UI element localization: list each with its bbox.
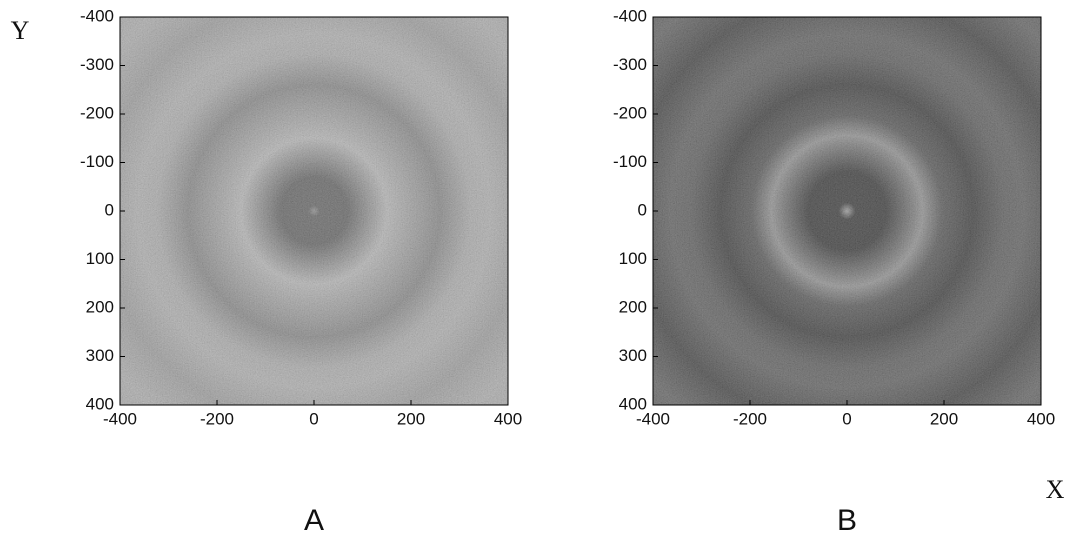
- y-tick-label: -300: [80, 55, 114, 74]
- y-tick-label: -300: [613, 55, 647, 74]
- x-tick-label: 200: [397, 409, 425, 428]
- y-tick-label: 100: [619, 249, 647, 268]
- y-tick-label: -400: [613, 6, 647, 25]
- panel-label: A: [304, 504, 324, 537]
- x-tick-label: -400: [103, 409, 137, 428]
- y-tick-label: 400: [619, 394, 647, 413]
- y-tick-label: -200: [613, 103, 647, 122]
- y-tick-label: 300: [86, 346, 114, 365]
- y-tick-label: 0: [638, 200, 647, 219]
- x-tick-label: 200: [930, 409, 958, 428]
- y-tick-label: 0: [105, 200, 114, 219]
- x-tick-label: -400: [636, 409, 670, 428]
- x-axis-label: X: [1046, 475, 1065, 504]
- y-tick-label: 300: [619, 346, 647, 365]
- y-tick-label: 100: [86, 249, 114, 268]
- y-tick-label: 400: [86, 394, 114, 413]
- y-tick-label: -100: [613, 152, 647, 171]
- x-tick-label: -200: [733, 409, 767, 428]
- x-tick-label: 0: [842, 409, 851, 428]
- y-tick-label: -400: [80, 6, 114, 25]
- x-tick-label: -200: [200, 409, 234, 428]
- y-tick-label: 200: [619, 297, 647, 316]
- y-tick-label: -100: [80, 152, 114, 171]
- x-tick-label: 400: [1027, 409, 1055, 428]
- image-noise: [653, 17, 1041, 405]
- x-tick-label: 0: [309, 409, 318, 428]
- panel-label: B: [837, 504, 857, 537]
- y-tick-label: -200: [80, 103, 114, 122]
- y-axis-label: Y: [11, 16, 30, 45]
- image-noise: [120, 17, 508, 405]
- y-tick-label: 200: [86, 297, 114, 316]
- x-tick-label: 400: [494, 409, 522, 428]
